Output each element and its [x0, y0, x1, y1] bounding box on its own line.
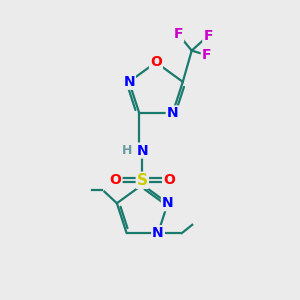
Text: N: N: [167, 106, 178, 120]
Text: O: O: [163, 173, 175, 187]
Text: N: N: [123, 75, 135, 89]
Text: F: F: [203, 29, 213, 43]
Text: O: O: [110, 173, 122, 187]
Text: F: F: [174, 27, 183, 41]
Text: S: S: [137, 173, 148, 188]
Text: H: H: [122, 144, 132, 157]
Text: N: N: [152, 226, 164, 240]
Text: F: F: [202, 48, 211, 62]
Text: N: N: [136, 144, 148, 158]
Text: N: N: [162, 196, 174, 210]
Text: O: O: [150, 55, 162, 69]
